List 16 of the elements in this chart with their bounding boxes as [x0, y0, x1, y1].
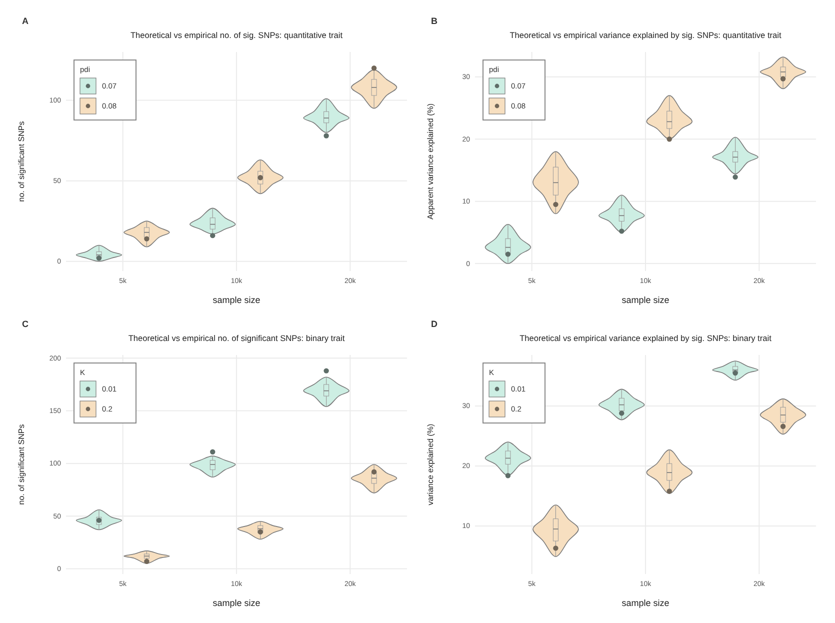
- x-axis-title: sample size: [212, 598, 260, 608]
- chart-title: Theoretical vs empirical no. of significant SNPs: binary trait: [128, 333, 346, 343]
- text: C: [22, 319, 29, 329]
- x-axis-title: sample size: [622, 598, 670, 608]
- y-axis-title: no. of significant SNPs: [17, 424, 26, 505]
- y-axis-title: variance explained (%): [426, 423, 435, 506]
- x-axis-title: sample size: [622, 295, 670, 305]
- text: B: [431, 16, 438, 26]
- chart-title: Theoretical vs empirical variance explained by sig. SNPs: binary trait: [520, 333, 772, 343]
- x-axis-title: sample size: [212, 295, 260, 305]
- chart-title: Theoretical vs empirical no. of sig. SNPs: quantitative trait: [130, 30, 344, 40]
- text: A: [22, 16, 29, 26]
- y-axis-title: Apparent variance explained (%): [426, 103, 435, 220]
- y-axis-title: no. of significant SNPs: [17, 121, 26, 202]
- chart-title: Theoretical vs empirical variance explained by sig. SNPs: quantitative trait: [510, 30, 782, 40]
- text: D: [431, 319, 438, 329]
